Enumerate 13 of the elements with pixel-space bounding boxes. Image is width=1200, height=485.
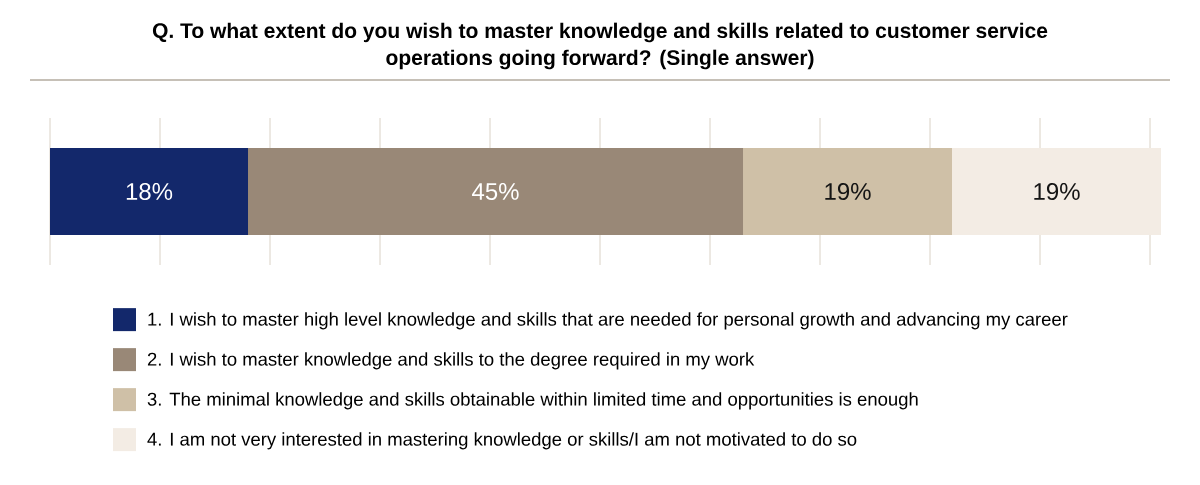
data-label: 19%	[825, 182, 871, 200]
legend-label: 4. I am not very interested in mastering knowledge or skills/I am not motivated to do so	[147, 432, 857, 450]
bar	[50, 148, 248, 235]
legend-label: 1. I wish to master high level knowledge and skills that are needed for personal growth and advancing my career	[148, 312, 1068, 330]
bar	[743, 148, 953, 235]
data-label: 45%	[472, 183, 519, 200]
bar	[248, 148, 744, 235]
data-label: 18%	[126, 182, 173, 200]
bar	[952, 148, 1162, 235]
legend-label: 2. I wish to master knowledge and skills to the degree required in my work	[147, 352, 755, 370]
legend-label: 3. The minimal knowledge and skills obtainable within limited time and opportunities is enough	[147, 392, 918, 410]
data-label: 19%	[1034, 182, 1080, 200]
chart-title: Q. To what extent do you wish to master knowledge and skills related to customer service operations going forward? (Single answer)	[152, 22, 1048, 70]
